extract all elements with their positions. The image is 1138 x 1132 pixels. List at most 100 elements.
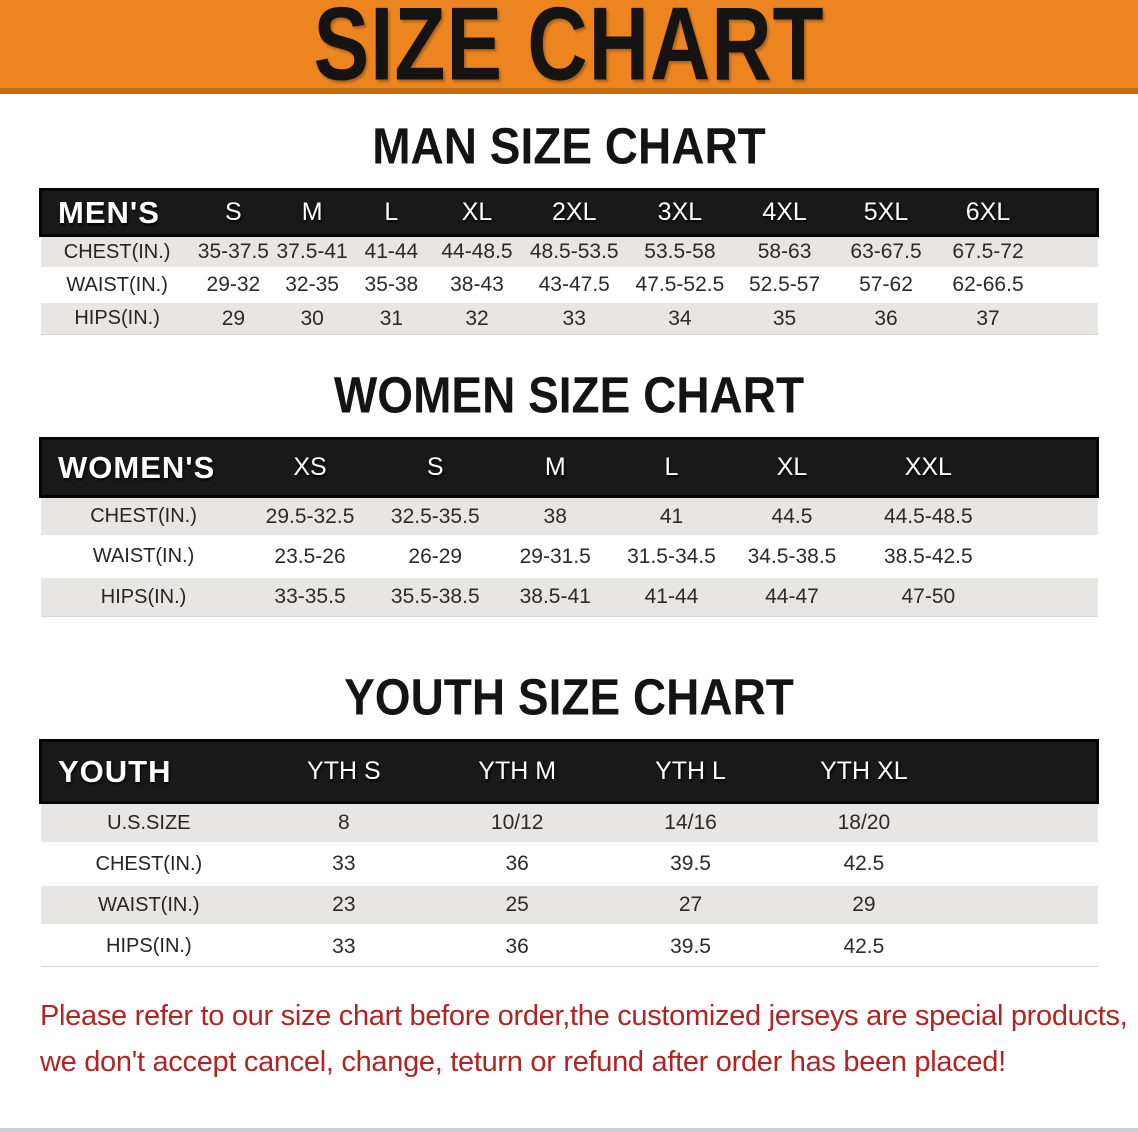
size-value: 27 [603, 884, 778, 926]
page-bottom-edge [0, 1128, 1138, 1132]
filler-cell [1002, 437, 1100, 498]
size-column-header: XL [729, 437, 855, 498]
size-value: 44.5 [729, 496, 855, 537]
size-value: 26-29 [373, 536, 498, 577]
size-column-header: 3XL [626, 188, 734, 237]
size-column-header: L [351, 188, 432, 237]
measurement-row: HIPS(IN.) 33-35.5 35.5-38.5 38.5-41 41-44 44-… [40, 576, 1098, 617]
measurement-row: WAIST(IN.) 23 25 27 29 [40, 884, 1098, 926]
size-column-header: 6XL [936, 188, 1040, 237]
women-size-chart-heading-text: WOMEN SIZE CHART [333, 366, 805, 424]
size-value: 47.5-52.5 [626, 268, 734, 302]
women-size-chart-section: WOMEN SIZE CHART WOMEN'S XS S M L XL XXL CHEST(… [0, 366, 1138, 617]
filler-cell [1039, 268, 1098, 302]
order-notice-line-2: we don't accept cancel, change, teturn o… [40, 1046, 1006, 1078]
size-value: 31.5-34.5 [613, 536, 730, 577]
size-value: 63-67.5 [835, 235, 937, 269]
size-value: 35-38 [351, 268, 432, 302]
size-value: 31 [351, 301, 432, 335]
filler-cell [950, 925, 1098, 967]
size-value: 36 [835, 301, 937, 335]
size-value: 44-47 [729, 576, 855, 617]
measurement-row: CHEST(IN.) 29.5-32.5 32.5-35.5 38 41 44.5 44.5… [40, 496, 1098, 537]
page-title: SIZE CHART [313, 0, 825, 102]
table-header-row: YOUTH YTH S YTH M YTH L YTH XL [39, 739, 1099, 804]
size-value: 38.5-41 [497, 576, 614, 617]
size-column-header: L [613, 437, 730, 498]
filler-cell [1039, 188, 1100, 237]
measurement-row: WAIST(IN.) 29-32 32-35 35-38 38-43 43-47.5 47.… [40, 268, 1098, 302]
measurement-row: HIPS(IN.) 33 36 39.5 42.5 [40, 925, 1098, 967]
size-chart-banner: SIZE CHART [0, 0, 1138, 99]
measurement-row-label: WAIST(IN.) [40, 536, 247, 577]
measurement-row-label: CHEST(IN.) [40, 496, 247, 537]
size-column-header: YTH XL [777, 739, 951, 804]
youth-size-table: YOUTH YTH S YTH M YTH L YTH XL U.S.SIZE 8 10/12… [39, 739, 1099, 967]
size-value: 38.5-42.5 [854, 536, 1003, 577]
size-value: 41 [613, 496, 730, 537]
table-group-label: MEN'S [38, 188, 194, 237]
size-value: 33 [257, 925, 431, 967]
womens-size-table: WOMEN'S XS S M L XL XXL CHEST(IN.) 29.5-32.5 32.5… [38, 437, 1100, 617]
filler-cell [950, 884, 1098, 926]
size-value: 8 [257, 802, 431, 844]
size-value: 53.5-58 [626, 235, 734, 269]
table-group-label: YOUTH [39, 739, 258, 804]
filler-cell [1002, 496, 1098, 537]
measurement-row: HIPS(IN.) 29 30 31 32 33 34 35 36 37 [40, 301, 1098, 335]
size-value: 38-43 [431, 268, 523, 302]
size-value: 36 [430, 843, 604, 885]
youth-size-chart-heading: YOUTH SIZE CHART [0, 668, 1138, 726]
size-value: 25 [430, 884, 604, 926]
order-notice: Please refer to our size chart before or… [40, 993, 1138, 1085]
size-value: 23 [257, 884, 431, 926]
measurement-row-label: HIPS(IN.) [40, 576, 247, 617]
measurement-row-label: WAIST(IN.) [40, 884, 258, 926]
size-value: 29 [777, 884, 951, 926]
size-value: 23.5-26 [246, 536, 374, 577]
size-value: 29-32 [193, 268, 274, 302]
size-value: 32.5-35.5 [373, 496, 498, 537]
man-size-chart-heading-text: MAN SIZE CHART [372, 117, 766, 175]
size-value: 39.5 [603, 843, 778, 885]
size-value: 29 [193, 301, 274, 335]
measurement-row-label: CHEST(IN.) [40, 843, 258, 885]
size-value: 14/16 [603, 802, 778, 844]
size-value: 44-48.5 [431, 235, 523, 269]
size-value: 39.5 [603, 925, 778, 967]
table-header-row: WOMEN'S XS S M L XL XXL [38, 437, 1100, 498]
filler-cell [950, 843, 1098, 885]
measurement-row-label: WAIST(IN.) [40, 268, 194, 302]
size-value: 33 [522, 301, 627, 335]
size-value: 38 [497, 496, 614, 537]
size-value: 33-35.5 [246, 576, 374, 617]
size-value: 41-44 [351, 235, 432, 269]
filler-cell [1002, 536, 1098, 577]
size-column-header: M [497, 437, 614, 498]
size-value: 32-35 [273, 268, 352, 302]
size-value: 10/12 [430, 802, 604, 844]
measurement-row-label: CHEST(IN.) [40, 235, 194, 269]
table-group-label: WOMEN'S [38, 437, 247, 498]
youth-size-chart-heading-text: YOUTH SIZE CHART [344, 668, 794, 726]
filler-cell [950, 739, 1099, 804]
size-value: 37 [936, 301, 1040, 335]
size-column-header: 4XL [733, 188, 836, 237]
size-value: 62-66.5 [936, 268, 1040, 302]
size-value: 35-37.5 [193, 235, 274, 269]
size-value: 43-47.5 [522, 268, 627, 302]
size-value: 58-63 [733, 235, 836, 269]
size-value: 57-62 [835, 268, 937, 302]
mens-size-table: MEN'S S M L XL 2XL 3XL 4XL 5XL 6XL CHEST(IN.) 35-37… [38, 188, 1100, 335]
man-size-chart-section: MAN SIZE CHART MEN'S S M L XL 2XL 3XL 4XL 5XL 6XL… [0, 117, 1138, 335]
size-column-header: XXL [854, 437, 1003, 498]
filler-cell [1002, 576, 1098, 617]
size-value: 48.5-53.5 [522, 235, 627, 269]
man-size-chart-heading: MAN SIZE CHART [0, 117, 1138, 175]
size-value: 33 [257, 843, 431, 885]
size-column-header: YTH S [257, 739, 431, 804]
size-column-header: 2XL [522, 188, 627, 237]
size-value: 42.5 [777, 925, 951, 967]
filler-cell [950, 802, 1098, 844]
